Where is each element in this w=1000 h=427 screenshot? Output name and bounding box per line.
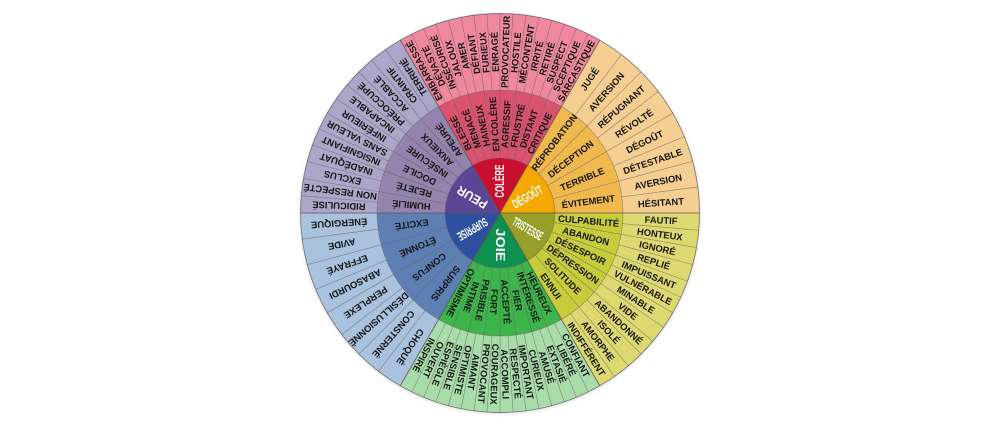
svg-text:RIDICULISÉ: RIDICULISÉ	[312, 199, 366, 212]
svg-text:JOIE: JOIE	[493, 228, 507, 261]
svg-text:FAUTIF: FAUTIF	[644, 214, 678, 226]
svg-text:COLÈRE: COLÈRE	[492, 165, 507, 198]
